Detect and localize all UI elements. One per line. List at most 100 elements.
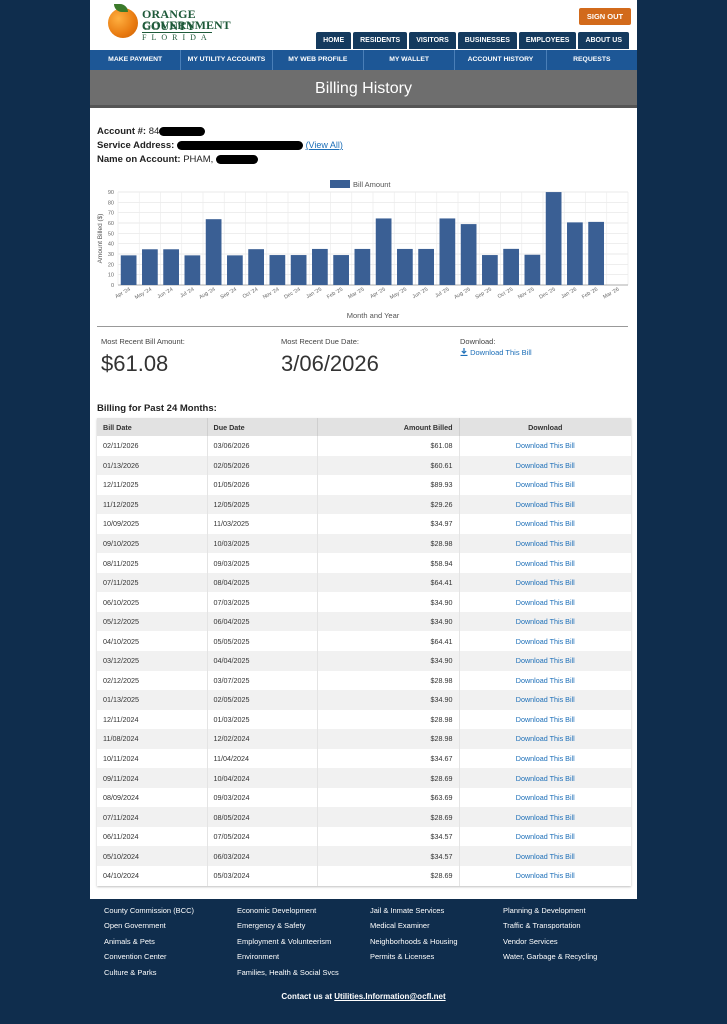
y-tick-label: 60 — [108, 221, 114, 227]
download-bill-link[interactable]: Download This Bill — [459, 533, 631, 554]
download-bill-link[interactable]: Download This Bill — [515, 714, 575, 724]
name-prefix: PHAM, — [183, 154, 214, 165]
view-all-link[interactable]: (View All) — [305, 140, 343, 150]
footer-link-vendor-services[interactable]: Vendor Services — [503, 936, 558, 946]
download-bill-link[interactable]: Download This Bill — [515, 558, 575, 568]
sign-out-button[interactable]: SIGN OUT — [579, 8, 631, 25]
y-tick-label: 50 — [108, 231, 114, 237]
top-nav-about-us[interactable]: ABOUT US — [578, 32, 629, 49]
top-nav-employees[interactable]: EMPLOYEES — [518, 32, 577, 49]
footer-link-open-government[interactable]: Open Government — [104, 921, 166, 931]
download-bill-link[interactable]: Download This Bill — [459, 768, 631, 788]
due-date-cell: 01/05/2026 — [207, 475, 318, 495]
download-bill-link[interactable]: Download This Bill — [515, 793, 575, 803]
x-tick-label: Aug '24 — [198, 287, 216, 301]
top-nav-home[interactable]: HOME — [316, 32, 352, 49]
footer-link-planning-development[interactable]: Planning & Development — [503, 906, 586, 915]
footer-link-culture-parks[interactable]: Culture & Parks — [104, 967, 157, 977]
download-recent-bill-link[interactable]: Download This Bill — [460, 348, 532, 357]
x-tick-label: Apr '25 — [369, 287, 386, 301]
download-bill-link[interactable]: Download This Bill — [459, 611, 631, 632]
sub-nav-my-web-profile[interactable]: MY WEB PROFILE — [273, 50, 364, 70]
due-date-cell: 10/03/2025 — [207, 533, 318, 554]
footer-link-traffic-transportation[interactable]: Traffic & Transportation — [503, 921, 581, 931]
download-bill-link[interactable]: Download This Bill — [515, 441, 575, 451]
x-tick-label: Dec '24 — [283, 287, 301, 301]
amount-billed-cell: $28.69 — [317, 866, 460, 886]
x-tick-label: Feb '26 — [581, 287, 599, 301]
table-row: 03/12/2025 04/04/2025 $34.90 Download This … — [97, 651, 631, 671]
download-bill-link[interactable]: Download This Bill — [515, 636, 575, 646]
footer-link-animals-pets[interactable]: Animals & Pets — [104, 936, 155, 946]
footer-link-employment-volunteerism[interactable]: Employment & Volunteerism — [237, 936, 332, 946]
amount-billed-cell: $34.90 — [317, 611, 460, 632]
bill-date-cell: 10/11/2024 — [97, 748, 208, 769]
bill-date-cell: 01/13/2026 — [97, 455, 208, 476]
x-tick-label: Apr '24 — [114, 287, 131, 301]
download-bill-link[interactable]: Download This Bill — [459, 455, 631, 476]
bill-date-cell: 09/10/2025 — [97, 533, 208, 554]
y-tick-label: 20 — [108, 262, 114, 268]
amount-billed-cell: $28.98 — [317, 533, 460, 554]
footer-link-neighborhoods-housing[interactable]: Neighborhoods & Housing — [370, 936, 458, 946]
footer-link-economic-development[interactable]: Economic Development — [237, 906, 317, 915]
sub-nav-make-payment[interactable]: MAKE PAYMENT — [90, 50, 182, 70]
sub-nav-account-history[interactable]: ACCOUNT HISTORY — [455, 50, 547, 70]
top-nav-visitors[interactable]: VISITORS — [409, 32, 456, 49]
table-row: 01/13/2025 02/05/2025 $34.90 Download This … — [97, 690, 631, 710]
sub-nav-my-utility-accounts[interactable]: MY UTILITY ACCOUNTS — [181, 50, 273, 70]
due-date-cell: 03/06/2026 — [207, 436, 318, 456]
bill-date-cell: 02/11/2026 — [97, 436, 208, 456]
sub-nav-my-wallet[interactable]: MY WALLET — [364, 50, 456, 70]
table-row: 06/11/2024 07/05/2024 $34.57 Download This … — [97, 826, 631, 847]
download-bill-link[interactable]: Download This Bill — [459, 572, 631, 593]
col-download: Download — [459, 418, 631, 436]
due-date-cell: 03/07/2025 — [207, 670, 318, 691]
contact-email-link[interactable]: Utilities.Information@ocfl.net — [334, 992, 446, 1001]
footer-link-medical-examiner[interactable]: Medical Examiner — [370, 921, 430, 931]
download-bill-link[interactable]: Download This Bill — [515, 871, 575, 881]
download-bill-link[interactable]: Download This Bill — [459, 690, 631, 710]
download-bill-link[interactable]: Download This Bill — [459, 807, 631, 827]
download-bill-link[interactable]: Download This Bill — [459, 651, 631, 671]
download-bill-link[interactable]: Download This Bill — [515, 832, 575, 842]
download-bill-link[interactable]: Download This Bill — [515, 597, 575, 607]
amount-billed-cell: $28.98 — [317, 709, 460, 730]
legend-swatch — [330, 180, 350, 188]
footer-link-emergency-safety[interactable]: Emergency & Safety — [237, 921, 306, 931]
bar — [184, 255, 201, 285]
download-bill-link[interactable]: Download This Bill — [515, 754, 575, 764]
sub-nav-requests[interactable]: REQUESTS — [573, 56, 611, 63]
download-bill-link[interactable]: Download This Bill — [459, 729, 631, 749]
footer-link-environment[interactable]: Environment — [237, 952, 280, 962]
table-row: 06/10/2025 07/03/2025 $34.90 Download This … — [97, 592, 631, 612]
footer-link-families-health-social-svcs[interactable]: Families, Health & Social Svcs — [237, 967, 339, 977]
due-date-value: 3/06/2026 — [281, 351, 379, 376]
footer-link-jail-inmate-services[interactable]: Jail & Inmate Services — [370, 906, 445, 915]
download-bill-link[interactable]: Download This Bill — [459, 494, 631, 515]
orange-county-logo[interactable]: ORANGE COUNTY GOVERNMENT FLORIDA — [104, 4, 234, 44]
due-date-cell: 07/05/2024 — [207, 826, 318, 847]
amount-billed-cell: $64.41 — [317, 631, 460, 652]
footer-link-county-commission-bcc[interactable]: County Commission (BCC) — [104, 906, 195, 915]
download-bill-link[interactable]: Download This Bill — [515, 675, 575, 685]
download-bill-link[interactable]: Download This Bill — [515, 519, 575, 529]
x-tick-label: May '24 — [134, 287, 153, 301]
bill-date-cell: 08/11/2025 — [97, 553, 208, 573]
top-nav-residents[interactable]: RESIDENTS — [353, 32, 408, 49]
bill-date-cell: 06/10/2025 — [97, 592, 208, 612]
name-on-account-label: Name on Account: — [97, 154, 181, 165]
footer-link-permits-licenses[interactable]: Permits & Licenses — [370, 952, 435, 962]
footer-link-convention-center[interactable]: Convention Center — [104, 952, 167, 962]
table-row: 01/13/2026 02/05/2026 $60.61 Download This … — [97, 455, 631, 476]
footer-link-water-garbage-recycling[interactable]: Water, Garbage & Recycling — [503, 952, 598, 962]
download-bill-link[interactable]: Download This Bill — [515, 480, 575, 490]
x-tick-label: Jul '24 — [179, 287, 195, 300]
logo-line-3: FLORIDA — [142, 32, 212, 42]
section-divider — [97, 326, 628, 327]
footer-links: County Commission (BCC) Economic Developm… — [104, 906, 624, 978]
download-bill-link[interactable]: Download This Bill — [459, 846, 631, 867]
due-date-label: Most Recent Due Date: — [281, 337, 359, 346]
top-nav-businesses[interactable]: BUSINESSES — [457, 32, 517, 49]
